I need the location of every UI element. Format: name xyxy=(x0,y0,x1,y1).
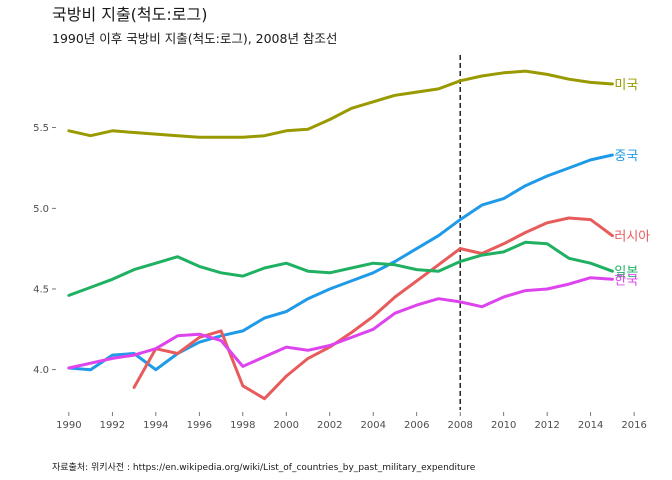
series-line-1 xyxy=(67,153,614,372)
x-tick-label: 2016 xyxy=(621,420,646,431)
x-axis: 1990 1992 1994 1996 1998 2000 2002 2004 2006 2008… xyxy=(56,412,647,431)
y-tick-label: 4.5 xyxy=(33,284,49,295)
chart-subtitle: 1990년 이후 국방비 지출(척도:로그), 2008년 참조선 xyxy=(52,31,337,46)
series-line-2 xyxy=(132,216,614,401)
y-tick-label: 5.5 xyxy=(33,123,49,134)
x-tick-label: 1998 xyxy=(230,420,255,431)
series-label-2: 러시아 xyxy=(614,230,650,245)
x-tick-label: 2004 xyxy=(361,420,386,431)
series-line-3 xyxy=(67,240,614,297)
x-tick-label: 2010 xyxy=(491,420,516,431)
series-label-0: 미국 xyxy=(614,78,638,93)
x-tick-label: 2000 xyxy=(274,420,299,431)
x-tick-label: 2008 xyxy=(447,420,472,431)
series-line-0 xyxy=(67,69,614,139)
series-label-1: 중국 xyxy=(614,149,638,164)
x-tick-label: 2014 xyxy=(578,420,603,431)
x-tick-label: 2006 xyxy=(404,420,429,431)
x-tick-label: 1994 xyxy=(143,420,168,431)
series-label-4: 한국 xyxy=(614,273,638,288)
x-tick-label: 1990 xyxy=(56,420,81,431)
y-tick-label: 5.0 xyxy=(33,204,49,215)
y-tick-label: 4.0 xyxy=(33,365,49,376)
x-tick-label: 2002 xyxy=(317,420,342,431)
x-tick-label: 1992 xyxy=(100,420,125,431)
series-line-4 xyxy=(67,276,614,370)
y-axis: 4.0 4.5 5.0 5.5 xyxy=(33,123,56,376)
x-tick-label: 1996 xyxy=(187,420,212,431)
series-label-3: 일본 xyxy=(614,265,638,280)
chart-caption: 자료출처: 위키사전 : https://en.wikipedia.org/wi… xyxy=(52,461,476,473)
chart-title: 국방비 지출(척도:로그) xyxy=(52,5,207,24)
x-tick-label: 2012 xyxy=(534,420,559,431)
